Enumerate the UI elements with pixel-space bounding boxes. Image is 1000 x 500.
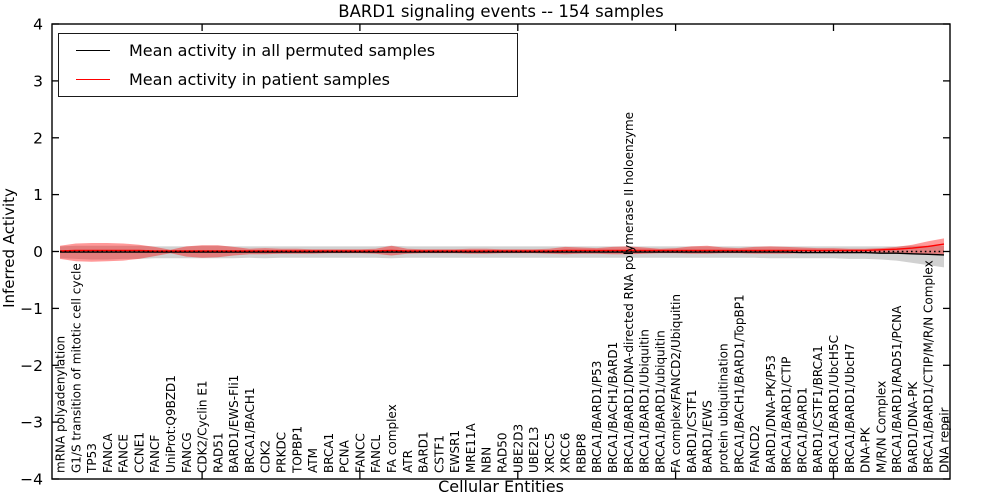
y-tick-label: −4 (20, 471, 43, 489)
y-tick-label: −3 (20, 414, 43, 432)
entity-label: ATM (306, 448, 320, 473)
entity-label: FA complex (385, 404, 399, 473)
entity-label: BRCA1/BACH1/BARD1 (606, 342, 620, 473)
entity-label: BARD1/DNA-PK/P53 (764, 355, 778, 473)
entity-label: BARD1/EWS-Fli1 (227, 375, 241, 473)
legend-item-permuted: Mean activity in all permuted samples (59, 41, 517, 60)
entity-label: M/R/N Complex (874, 381, 888, 473)
y-tick-label: 2 (33, 129, 43, 147)
legend: Mean activity in all permuted samples Me… (58, 33, 518, 97)
entity-label: PCNA (338, 439, 352, 473)
entity-label: FANCA (101, 433, 115, 473)
entity-label: mRNA polyadenylation (54, 336, 68, 473)
y-tick-label: 4 (33, 16, 43, 34)
entity-label: TOPBP1 (290, 426, 304, 474)
entity-label: RAD51 (211, 432, 225, 473)
entity-label: BRCA1/BARD1/UbcH5C (827, 335, 841, 473)
entity-label: UBE2L3 (527, 426, 541, 473)
entity-label: BRCA1/BARD1/P53 (590, 361, 604, 473)
entity-label: UniProt:Q9BZD1 (164, 375, 178, 473)
entity-label: BRCA1/BARD1/ubiquitin (653, 330, 667, 473)
entity-label: ATR (401, 450, 415, 473)
entity-label: PRKDC (275, 432, 289, 473)
entity-label: CDK2 (259, 440, 273, 473)
entity-label: RBBP8 (574, 433, 588, 473)
entity-label: CSTF1 (432, 435, 446, 473)
entity-label: CDK2/Cyclin E1 (196, 380, 210, 473)
y-tick-label: −1 (20, 300, 43, 318)
entity-label: BARD1 (417, 431, 431, 473)
legend-item-patient: Mean activity in patient samples (59, 70, 517, 89)
entity-label: FANCL (369, 435, 383, 473)
entity-label: FANCD2 (748, 425, 762, 473)
entity-label: MRE11A (464, 422, 478, 473)
entity-label: FANCE (117, 434, 131, 473)
x-axis-label: Cellular Entities (438, 477, 564, 496)
entity-label: BARD1/EWS (701, 400, 715, 473)
y-axis-label: Inferred Activity (0, 188, 18, 308)
entity-label: FANCG (180, 432, 194, 473)
entity-label: EWSR1 (448, 430, 462, 473)
entity-label: CCNE1 (132, 432, 146, 473)
y-tick-label: 1 (33, 186, 43, 204)
entity-label: BRCA1/BARD1/UbcH7 (843, 343, 857, 473)
entity-label: NBN (480, 447, 494, 473)
legend-label-permuted: Mean activity in all permuted samples (129, 41, 436, 60)
patient-line-swatch (76, 79, 110, 80)
entity-label: BRCA1/BACH1 (243, 387, 257, 473)
entity-label: UBE2D3 (511, 424, 525, 473)
entity-label: BRCA1/BARD1 (795, 387, 809, 473)
entity-label: protein ubiquitination (717, 343, 731, 473)
y-tick-label: −2 (20, 357, 43, 375)
y-tick-label: 0 (33, 243, 43, 261)
legend-label-patient: Mean activity in patient samples (129, 70, 390, 89)
patient-envelope (60, 238, 944, 262)
entity-label: BRCA1/BARD1/RAD51/PCNA (890, 305, 904, 473)
entity-label: TP53 (85, 443, 99, 474)
entity-label: G1/S transition of mitotic cell cycle (69, 263, 83, 473)
entity-label: BRCA1/BACH1/BARD1/TopBP1 (732, 294, 746, 473)
entity-label: FANCC (353, 433, 367, 473)
entity-label: BRCA1/BARD1/DNA-directed RNA polymerase … (622, 112, 636, 473)
entity-label: DNA repair (938, 407, 952, 473)
entity-label: FA complex/FANCD2/Ubiquitin (669, 294, 683, 473)
y-tick-label: 3 (33, 72, 43, 90)
entity-label: RAD50 (496, 432, 510, 473)
entity-label: XRCC5 (543, 433, 557, 473)
entity-label: FANCF (148, 435, 162, 473)
chart-title: BARD1 signaling events -- 154 samples (338, 2, 664, 21)
entity-label: BRCA1/BARD1/CTIP (780, 357, 794, 473)
permuted-line-swatch (76, 50, 110, 51)
entity-label: BRCA1 (322, 433, 336, 473)
entity-label: XRCC6 (559, 433, 573, 473)
entity-label: BRCA1/BARD1/CTIP/M/R/N Complex (922, 260, 936, 473)
entity-label: BRCA1/BARD1/Ubiquitin (638, 329, 652, 473)
entity-label: DNA-PK (859, 426, 873, 473)
entity-label: BARD1/CSTF1/BRCA1 (811, 345, 825, 473)
entity-label: BARD1/CSTF1 (685, 389, 699, 473)
entity-label: BARD1/DNA-PK (906, 381, 920, 473)
